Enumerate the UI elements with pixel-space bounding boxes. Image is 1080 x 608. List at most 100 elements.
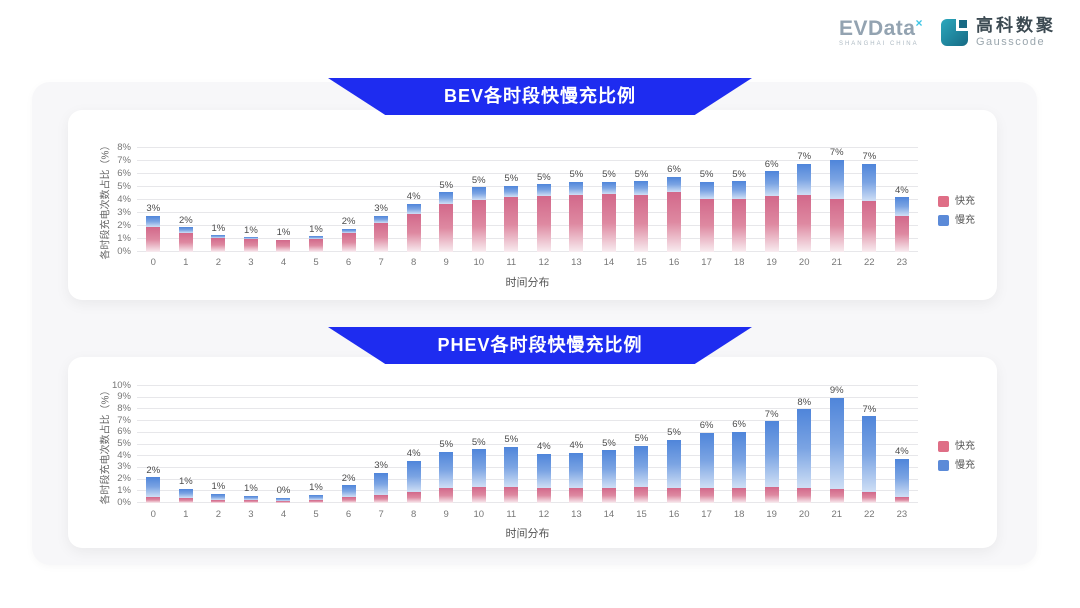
- bar-segment-fast: [243, 500, 258, 503]
- bar-segment-fast: [894, 497, 909, 503]
- bar-segment-slow: [309, 236, 323, 239]
- gridline: [137, 186, 918, 187]
- x-tick-label: 12: [538, 257, 550, 268]
- bar-value-label: 4%: [406, 448, 421, 460]
- bar-group: 1%: [202, 386, 235, 503]
- x-tick-label: 14: [603, 509, 615, 520]
- bar-segment-fast: [406, 492, 421, 503]
- bar-value-label: 7%: [797, 151, 812, 163]
- slow-charge-swatch-icon: [938, 460, 949, 471]
- x-tick-label: 1: [183, 509, 189, 520]
- y-tick-label: 9%: [117, 391, 131, 403]
- x-tick-label: 12: [538, 509, 550, 520]
- bar-value-label: 1%: [244, 483, 258, 495]
- bar-group: 1%: [267, 148, 300, 252]
- bar-segment-fast: [732, 487, 747, 503]
- bar-segment-slow: [374, 472, 389, 495]
- bar-segment-slow: [536, 453, 551, 488]
- bar-group: 5%: [430, 386, 463, 503]
- bar-segment-slow: [341, 228, 356, 233]
- bar-value-label: 0%: [276, 485, 291, 497]
- bar-group: 6%: [658, 148, 691, 252]
- x-tick-label: 8: [411, 509, 417, 520]
- x-tick-label: 7: [378, 257, 384, 268]
- x-tick-label: 18: [733, 257, 745, 268]
- bar-value-label: 2%: [341, 472, 356, 484]
- bar-segment-slow: [146, 215, 161, 228]
- legend-item-slow[interactable]: 慢充: [938, 460, 975, 471]
- bar-segment-fast: [341, 232, 356, 252]
- bar-value-label: 3%: [374, 460, 388, 472]
- bar-segment-fast: [862, 492, 877, 503]
- gridline: [137, 408, 918, 410]
- bar-group: 4%: [560, 386, 593, 503]
- evdata-x-icon: ×: [915, 16, 923, 31]
- x-tick-label: 23: [896, 257, 908, 268]
- gridline: [137, 212, 918, 213]
- x-tick-label: 16: [668, 509, 680, 520]
- bar-value-label: 7%: [862, 403, 877, 415]
- y-tick-label: 6%: [117, 167, 131, 179]
- bar-value-label: 5%: [732, 168, 746, 180]
- x-tick-label: 5: [313, 509, 319, 520]
- bar-value-label: 4%: [536, 441, 551, 453]
- y-tick-label: 2%: [117, 473, 131, 485]
- gridline: [137, 443, 918, 445]
- x-tick-label: 19: [766, 509, 777, 520]
- bar-segment-slow: [146, 477, 161, 498]
- bar-value-label: 5%: [569, 169, 584, 181]
- bar-segment-fast: [732, 198, 747, 252]
- bar-segment-fast: [634, 486, 649, 503]
- bar-segment-slow: [699, 181, 714, 199]
- x-tick-label: 17: [701, 257, 712, 268]
- bar-segment-fast: [569, 487, 584, 503]
- legend: 快充 慢充: [938, 441, 975, 471]
- bar-segment-fast: [601, 487, 616, 503]
- bar-value-label: 5%: [439, 439, 454, 451]
- bar-group: 5%: [625, 148, 658, 252]
- bar-segment-slow: [178, 488, 193, 499]
- bar-group: 4%: [528, 386, 561, 503]
- bar-value-label: 2%: [341, 216, 356, 228]
- bar-segment-slow: [797, 163, 812, 195]
- bar-segment-slow: [667, 176, 682, 193]
- bar-value-label: 4%: [894, 446, 909, 458]
- bar-value-label: 6%: [732, 419, 746, 431]
- fast-charge-swatch-icon: [938, 441, 949, 452]
- y-tick-label: 2%: [117, 219, 131, 231]
- x-axis-ticks: 0 1 2 3 4 5 6 7 8 9 10 11 12 13 14 15 16 17 18 19 20 21 22 23: [137, 509, 918, 520]
- legend-item-fast[interactable]: 快充: [938, 441, 975, 452]
- y-tick-label: 5%: [117, 438, 131, 449]
- bar-value-label: 1%: [211, 222, 226, 234]
- legend-item-fast[interactable]: 快充: [938, 196, 975, 207]
- bar-group: 2%: [137, 386, 170, 503]
- phev-chart-title: PHEV各时段快慢充比例: [437, 335, 643, 355]
- bar-group: 5%: [658, 386, 691, 503]
- bar-segment-fast: [374, 494, 389, 503]
- bar-segment-fast: [439, 203, 454, 252]
- x-tick-label: 3: [248, 257, 254, 268]
- bar-segment-fast: [569, 194, 584, 252]
- bar-segment-fast: [178, 498, 193, 503]
- legend-item-slow[interactable]: 慢充: [938, 215, 975, 226]
- x-tick-label: 9: [443, 509, 449, 520]
- bar-group: 6%: [755, 148, 788, 252]
- bar-segment-fast: [374, 223, 389, 252]
- y-tick-label: 4%: [117, 449, 131, 461]
- gridline: [137, 490, 918, 492]
- bar-segment-slow: [406, 203, 421, 215]
- bar-value-label: 4%: [406, 191, 421, 203]
- bar-group: 2%: [170, 148, 203, 252]
- x-tick-label: 16: [668, 257, 680, 268]
- y-tick-label: 7%: [117, 154, 131, 166]
- x-tick-label: 11: [506, 509, 517, 520]
- y-tick-label: 7%: [117, 414, 131, 426]
- bar-group: 1%: [170, 386, 203, 503]
- bar-value-label: 5%: [439, 179, 454, 191]
- bar-group: 7%: [788, 148, 821, 252]
- y-tick-label: 4%: [117, 193, 131, 205]
- bar-group: 5%: [625, 386, 658, 503]
- bar-value-label: 5%: [471, 174, 486, 186]
- x-tick-label: 2: [215, 257, 222, 268]
- bar-segment-slow: [764, 421, 779, 487]
